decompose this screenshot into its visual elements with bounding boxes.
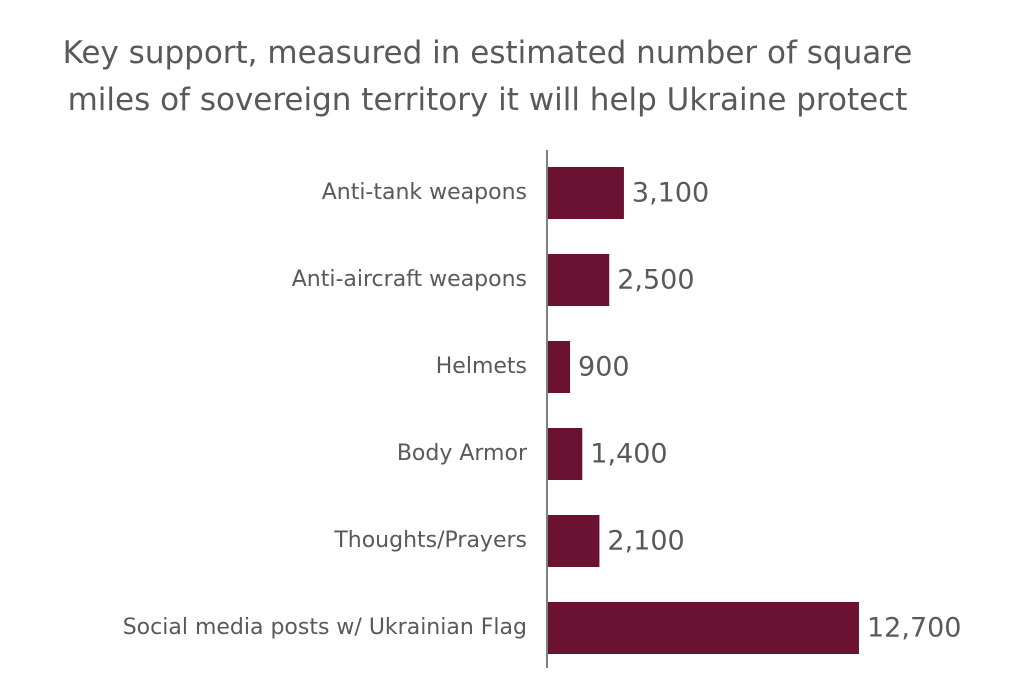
value-label: 3,100 bbox=[632, 178, 709, 209]
bar bbox=[548, 428, 583, 480]
bar bbox=[548, 254, 610, 306]
value-label: 2,100 bbox=[607, 526, 684, 557]
bar bbox=[548, 602, 859, 654]
category-label: Anti-tank weapons bbox=[322, 180, 527, 205]
category-label: Social media posts w/ Ukrainian Flag bbox=[123, 615, 527, 640]
value-label: 1,400 bbox=[590, 439, 667, 470]
value-label: 2,500 bbox=[617, 265, 694, 296]
bar bbox=[548, 515, 600, 567]
category-label: Thoughts/Prayers bbox=[333, 528, 527, 553]
category-label: Anti-aircraft weapons bbox=[292, 267, 527, 292]
chart-title: Key support, measured in estimated numbe… bbox=[62, 35, 913, 118]
value-label: 12,700 bbox=[867, 613, 961, 644]
bar bbox=[548, 167, 624, 219]
category-label: Body Armor bbox=[397, 441, 528, 466]
value-label: 900 bbox=[578, 352, 630, 383]
category-label: Helmets bbox=[436, 354, 527, 379]
bar bbox=[548, 341, 571, 393]
